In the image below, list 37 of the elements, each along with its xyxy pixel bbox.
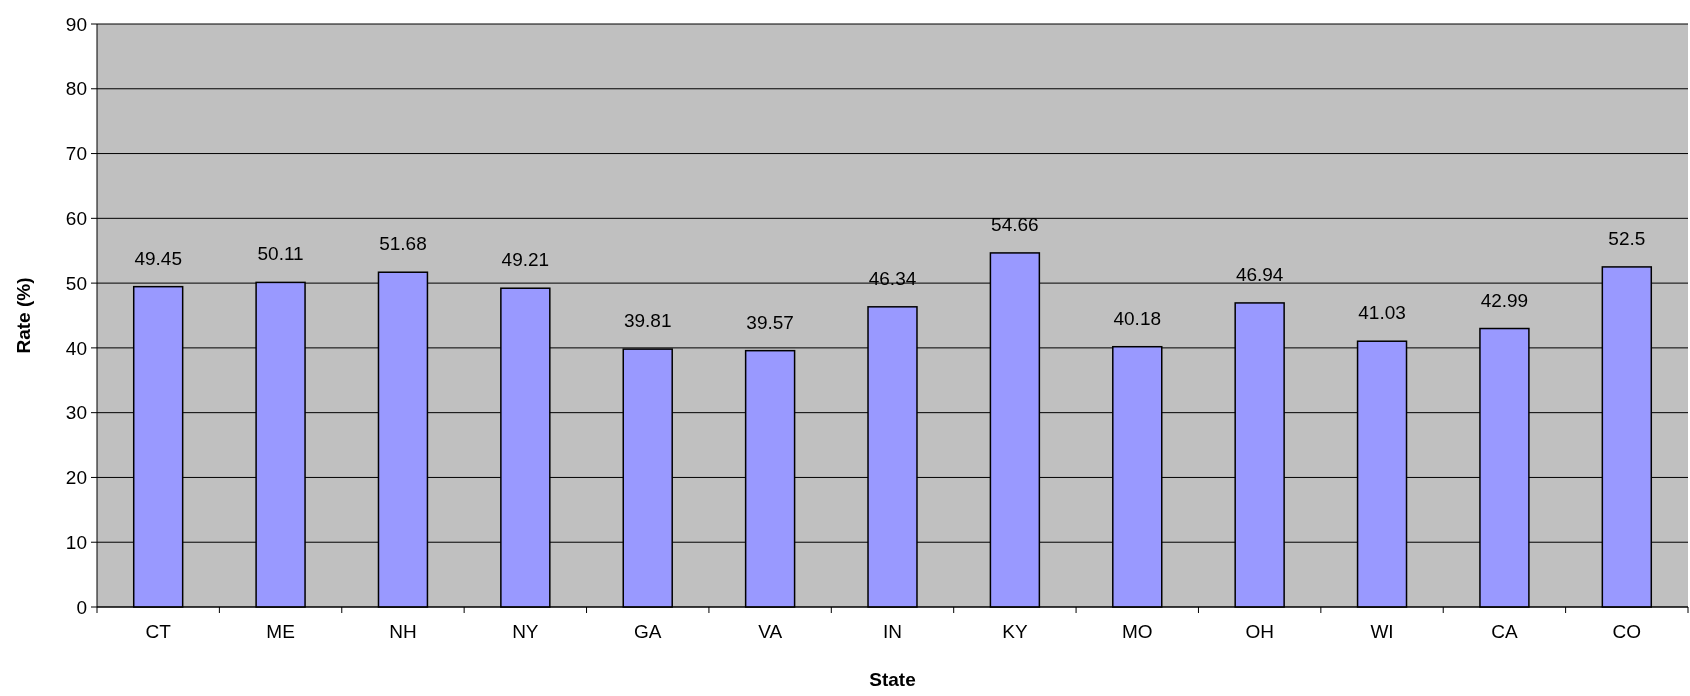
x-axis-title: State (869, 669, 916, 690)
y-tick-label: 80 (65, 78, 87, 100)
data-label: 49.45 (134, 247, 182, 269)
x-tick-label: CO (1612, 621, 1642, 642)
y-tick-label: 10 (65, 531, 87, 553)
data-label: 42.99 (1480, 289, 1529, 311)
x-tick-label: GA (634, 621, 662, 642)
y-tick-label: 30 (65, 402, 87, 424)
x-tick-label: IN (883, 621, 902, 642)
y-tick-label: 40 (65, 337, 87, 359)
y-tick-label: 50 (65, 272, 87, 294)
y-tick-label: 20 (65, 467, 87, 489)
data-label: 39.57 (746, 311, 794, 333)
data-label: 50.11 (257, 243, 304, 265)
x-tick-label: CA (1491, 621, 1518, 642)
y-tick-label: 70 (65, 143, 87, 165)
y-axis-title: Rate (%) (13, 277, 34, 354)
x-tick-label: WI (1370, 621, 1394, 642)
data-label: 52.5 (1608, 227, 1646, 249)
x-tick-label: KY (1002, 621, 1028, 642)
x-tick-label: CT (145, 621, 172, 642)
x-tick-label: ME (266, 621, 295, 642)
data-label: 41.03 (1358, 302, 1406, 324)
y-tick-label: 0 (76, 596, 87, 618)
x-tick-label: OH (1245, 621, 1274, 642)
data-label: 49.21 (501, 249, 550, 271)
data-label: 46.94 (1235, 263, 1284, 285)
x-tick-label: NY (512, 621, 539, 642)
data-label: 40.18 (1113, 307, 1162, 329)
y-tick-label: 60 (65, 207, 87, 229)
data-label: 54.66 (991, 213, 1039, 235)
x-tick-label: VA (758, 621, 783, 642)
y-tick-label: 90 (65, 13, 87, 35)
x-tick-label: NH (389, 621, 417, 642)
data-label: 39.81 (623, 310, 672, 332)
data-label: 51.68 (379, 233, 427, 255)
x-tick-label: MO (1121, 621, 1153, 642)
